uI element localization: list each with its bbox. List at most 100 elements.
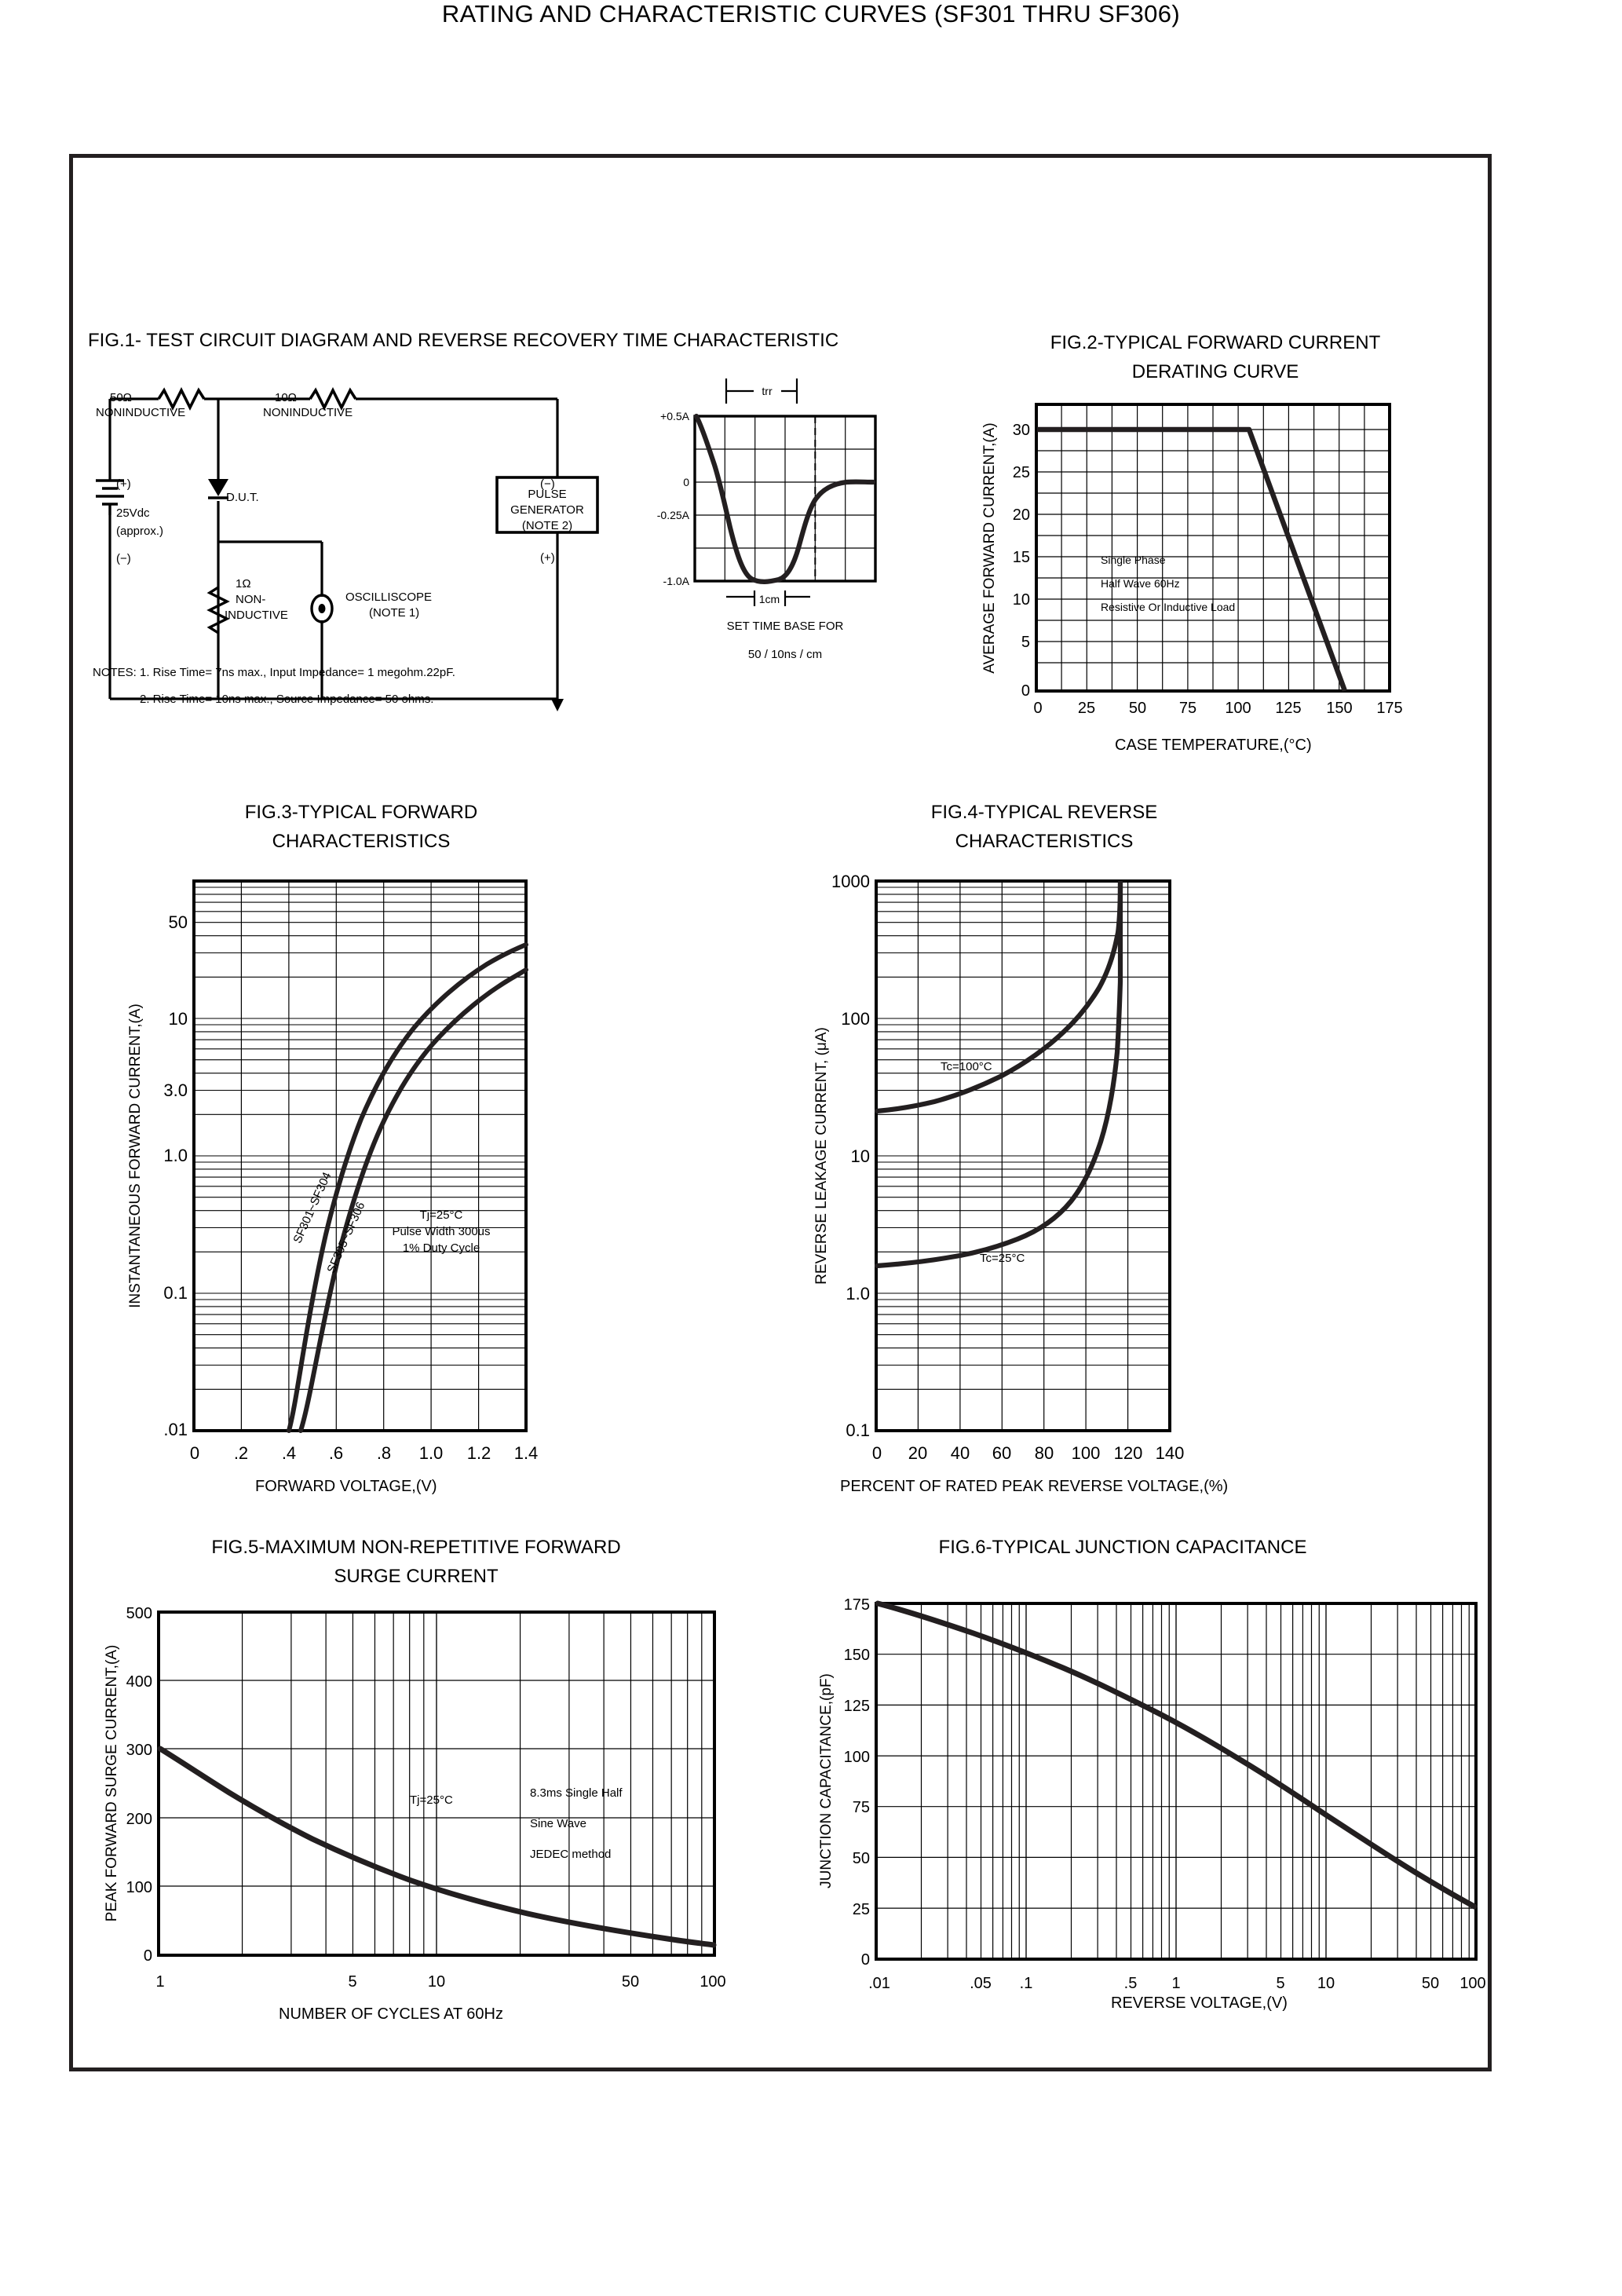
fig5-ytick-200: 200 [126,1811,152,1828]
fig5-note-4: JEDEC method [530,1848,611,1861]
fig3-xtick-14: 1.4 [514,1443,539,1463]
fig1-note-2: 2. Rise Time= 10ns max., Source Impedanc… [140,693,434,706]
fig3-chart: .01 0.1 1.0 3.0 10 50 0 .2 .4 .6 .8 1.0 … [110,872,628,1500]
fig6-xtick-1: 1 [1171,1975,1180,1992]
fig6-ytick-175: 175 [844,1596,870,1614]
fig5-surge-curve [157,1746,717,1948]
pulse-gen-line2: GENERATOR [510,503,584,517]
battery-approx-note: (approx.) [116,525,164,538]
fig3-xtick-2: .2 [234,1443,248,1463]
pulse-gen-line3: (NOTE 2) [521,519,573,532]
fig2-note-3: Resistive Or Inductive Load [1101,601,1235,613]
fig6-capacitance-curve [875,1600,1478,1910]
fig3-ylabel: INSTANTANEOUS FORWARD CURRENT,(A) [127,1004,144,1308]
trr-label: trr [762,385,773,397]
oscilloscope-note: (NOTE 1) [369,606,420,620]
fig2-ytick-10: 10 [1013,591,1030,609]
fig4-curve1-label: Tc=100°C [941,1060,992,1073]
fig3-xtick-4: .4 [282,1443,296,1463]
fig3-note-2: Pulse Width 300us [392,1225,490,1238]
fig4-xtick-20: 20 [908,1443,927,1463]
page-border [69,154,1492,2071]
dut-diode-symbol [208,479,228,499]
fig2-chart: 30 25 20 15 10 5 0 0 25 50 75 100 125 15… [970,393,1489,722]
reverse-recovery-curve [693,413,876,584]
fig6-xtick-01: .1 [1020,1975,1033,1992]
fig3-title-line2: CHARACTERISTICS [272,831,451,853]
fig6-xtick-005: .05 [970,1975,992,1992]
resistor-1-type-line2: INDUCTIVE [225,609,288,622]
fig5-title-line2: SURGE CURRENT [334,1566,499,1588]
fig5-title: FIG.5-MAXIMUM NON-REPETITIVE FORWARD SUR… [141,1533,691,1591]
resistor-50-value: 50Ω [110,391,132,404]
fig5-chart: 500 400 300 200 100 0 1 5 10 50 100 Tj=2… [94,1598,754,2038]
fig3-curve-sf305 [298,967,528,1433]
fig5-title-line1: FIG.5-MAXIMUM NON-REPETITIVE FORWARD [211,1537,621,1558]
fig2-xtick-25: 25 [1078,700,1095,717]
fig3-ytick-10: 10 [169,1009,188,1029]
battery-polarity-plus: (+) [116,477,131,491]
fig6-xtick-100: 100 [1459,1975,1485,1992]
fig5-xtick-1: 1 [155,1973,164,1991]
fig6-ytick-100: 100 [844,1749,870,1766]
fig3-xtick-12: 1.2 [467,1443,491,1463]
fig4-ytick-1: 1.0 [846,1284,870,1303]
fig4-title: FIG.4-TYPICAL REVERSE CHARACTERISTICS [840,798,1248,856]
fig6-title: FIG.6-TYPICAL JUNCTION CAPACITANCE [848,1533,1397,1562]
fig4-ytick-1000: 1000 [831,872,870,891]
fig5-ytick-0: 0 [144,1947,152,1965]
fig6-title-text: FIG.6-TYPICAL JUNCTION CAPACITANCE [938,1537,1307,1558]
fig2-xlabel: CASE TEMPERATURE,(°C) [1115,737,1312,754]
pulse-gen-line1: PULSE [528,488,567,501]
fig4-title-line1: FIG.4-TYPICAL REVERSE [930,802,1158,823]
fig4-ytick-0-1: 0.1 [846,1420,870,1440]
fig2-note-2: Half Wave 60Hz [1101,577,1180,590]
fig3-title: FIG.3-TYPICAL FORWARD CHARACTERISTICS [141,798,581,856]
fig4-ytick-10: 10 [851,1146,870,1166]
resistor-1-type-line1: NON- [236,593,266,606]
fig5-xtick-50: 50 [622,1973,639,1991]
fig4-title-line2: CHARACTERISTICS [955,831,1134,853]
fig6-ytick-75: 75 [853,1799,870,1816]
fig2-note-1: Single Phase [1101,554,1166,566]
page-title: RATING AND CHARACTERISTIC CURVES (SF301 … [441,0,1181,27]
fig1-circuit-diagram [86,361,605,711]
fig6-xtick-001: .01 [868,1975,890,1992]
oscilloscope-symbol [310,594,334,623]
fig4-xtick-40: 40 [951,1443,970,1463]
fig6-chart: 175 150 125 100 75 50 25 0 .01 .05 .1 .5… [809,1586,1500,2026]
fig4-xtick-120: 120 [1114,1443,1143,1463]
fig2-ytick-20: 20 [1013,506,1030,524]
fig4-curve2-label: Tc=25°C [980,1252,1025,1265]
resistor-50-type: NONINDUCTIVE [96,406,186,419]
fig3-ytick-0-1: 0.1 [163,1283,188,1303]
waveform-caption-1: SET TIME BASE FOR [727,620,844,633]
fig2-xtick-75: 75 [1179,700,1196,717]
fig6-ytick-150: 150 [844,1647,870,1664]
fig1-note-1: NOTES: 1. Rise Time= 7ns max., Input Imp… [93,666,455,679]
fig5-xtick-5: 5 [348,1973,356,1991]
fig6-ylabel: JUNCTION CAPACITANCE,(pF) [818,1673,835,1888]
one-cm-label: 1cm [759,593,780,605]
fig3-ytick-3: 3.0 [163,1080,188,1100]
fig5-ylabel: PEAK FORWARD SURGE CURRENT,(A) [104,1645,120,1922]
oscilloscope-label: OSCILLISCOPE [345,590,433,604]
waveform-ytick-1: 0 [683,476,689,488]
fig2-xtick-0: 0 [1033,700,1042,717]
fig3-xtick-10: 1.0 [419,1443,444,1463]
waveform-ytick-2: -0.25A [657,509,690,521]
fig3-title-line1: FIG.3-TYPICAL FORWARD [244,802,478,823]
battery-polarity-minus: (−) [116,552,131,565]
fig5-ytick-300: 300 [126,1742,152,1759]
fig6-ytick-0: 0 [861,1951,870,1969]
fig4-ytick-100: 100 [841,1009,870,1029]
fig2-ytick-30: 30 [1013,422,1030,439]
fig3-xtick-0: 0 [190,1443,199,1463]
fig6-ytick-125: 125 [844,1698,870,1715]
fig2-xtick-150: 150 [1326,700,1352,717]
fig5-ytick-400: 400 [126,1673,152,1691]
fig4-ylabel: REVERSE LEAKAGE CURRENT, (μA) [813,1027,830,1285]
pulse-gen-polarity-plus: (+) [540,551,555,565]
fig2-title: FIG.2-TYPICAL FORWARD CURRENT DERATING C… [1011,328,1419,386]
waveform-caption-2: 50 / 10ns / cm [748,648,822,661]
